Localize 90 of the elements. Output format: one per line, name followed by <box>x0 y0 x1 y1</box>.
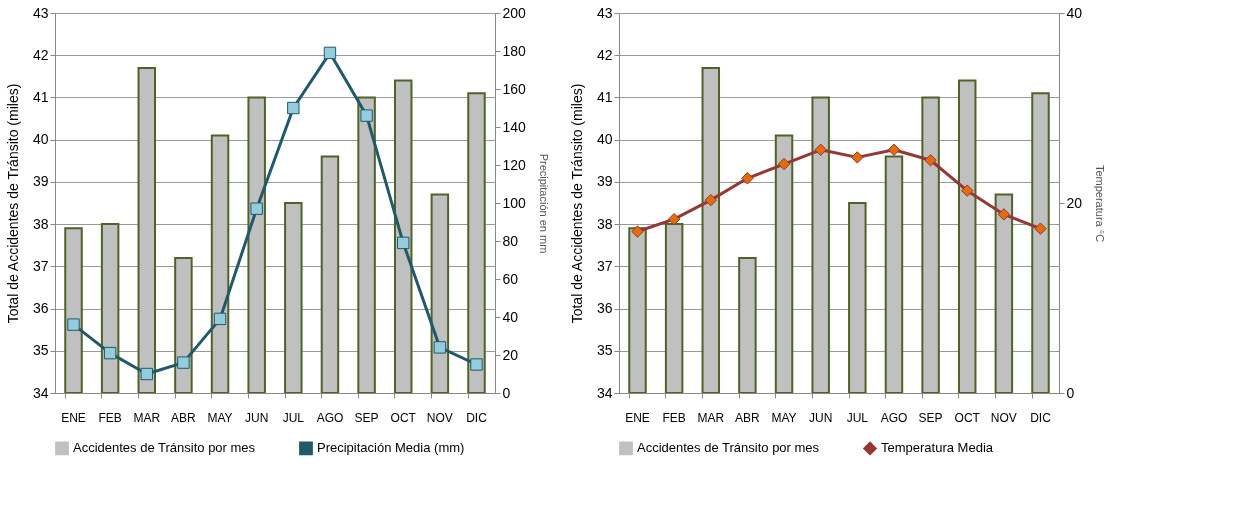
point <box>360 109 373 122</box>
y2-tick-label: 100 <box>502 194 527 211</box>
point <box>287 101 300 115</box>
y2-tick-label: 80 <box>502 232 519 249</box>
x-tick-label: SEP <box>354 410 379 425</box>
y-tick-label: 40 <box>596 131 613 148</box>
y-tick-label: 35 <box>596 342 613 359</box>
x-tick-label: DIC <box>1030 410 1052 425</box>
y2-tick-label: 60 <box>502 270 519 287</box>
y-tick-label: 42 <box>32 46 49 63</box>
y2-tick-label: 40 <box>1066 4 1083 21</box>
x-tick-label: ENE <box>625 410 650 425</box>
y-tick-label: 34 <box>32 384 49 401</box>
x-tick-label: ABR <box>171 410 197 425</box>
x-tick-label: NOV <box>990 410 1017 425</box>
point <box>213 312 227 326</box>
y2-tick-label: 200 <box>502 4 527 21</box>
point <box>397 236 410 250</box>
y-tick-label: 41 <box>32 88 49 105</box>
x-tick-label: AGO <box>316 410 344 425</box>
y-tick-label: 41 <box>596 88 613 105</box>
y-tick-label: 36 <box>32 300 49 317</box>
point <box>997 208 1011 221</box>
legend-label: Accidentes de Tránsito por mes <box>73 440 256 456</box>
point <box>67 318 80 331</box>
point <box>777 157 791 171</box>
y2-axis-title: Precipitación en mm <box>537 153 550 254</box>
x-tick-label: SEP <box>918 410 943 425</box>
x-tick-label: JUN <box>245 410 269 425</box>
x-tick-label: ENE <box>61 410 86 425</box>
point <box>851 151 864 164</box>
x-tick-label: MAR <box>133 410 161 425</box>
y-axis-title: Total de Accidentes de Tránsito (miles) <box>568 83 585 324</box>
x-tick-label: FEB <box>662 410 686 425</box>
x-tick-label: JUL <box>846 410 869 425</box>
y-tick-label: 34 <box>596 384 613 401</box>
y2-tick-label: 120 <box>502 156 527 173</box>
x-tick-label: ABR <box>735 410 761 425</box>
x-tick-label: DIC <box>466 410 488 425</box>
y2-tick-label: 0 <box>502 384 511 401</box>
x-tick-label: MAY <box>771 410 797 425</box>
y-tick-label: 39 <box>596 173 613 190</box>
x-tick-label: OCT <box>954 410 981 425</box>
y-tick-label: 38 <box>32 215 49 232</box>
x-tick-label: JUN <box>809 410 833 425</box>
y2-tick-label: 20 <box>1066 194 1083 211</box>
y-axis-title: Total de Accidentes de Tránsito (miles) <box>4 83 21 324</box>
y2-tick-label: 180 <box>502 42 527 59</box>
x-tick-label: OCT <box>390 410 417 425</box>
y-tick-label: 37 <box>32 257 49 274</box>
y-tick-label: 37 <box>596 257 613 274</box>
point <box>323 46 337 60</box>
point <box>887 143 901 156</box>
x-tick-label: JUL <box>282 410 305 425</box>
y-tick-label: 35 <box>32 342 49 359</box>
point <box>103 346 117 360</box>
y-tick-label: 43 <box>32 4 49 21</box>
point <box>924 154 937 167</box>
y-tick-label: 38 <box>596 215 613 232</box>
point <box>631 225 644 238</box>
y-tick-label: 39 <box>32 173 49 190</box>
point <box>177 356 190 369</box>
y2-tick-label: 0 <box>1066 384 1075 401</box>
point <box>250 202 263 215</box>
legend-label: Temperatura Media <box>881 440 994 456</box>
x-tick-label: MAR <box>697 410 725 425</box>
y-tick-label: 36 <box>596 300 613 317</box>
x-tick-label: NOV <box>426 410 453 425</box>
point <box>814 143 827 156</box>
y2-tick-label: 160 <box>502 80 527 97</box>
x-tick-label: MAY <box>207 410 233 425</box>
legend-label: Accidentes de Tránsito por mes <box>637 440 820 456</box>
point <box>433 341 447 354</box>
legend-label: Precipitación Media (mm) <box>317 440 465 456</box>
y2-axis-title: Temperatura °C <box>1094 164 1107 243</box>
x-tick-label: AGO <box>880 410 908 425</box>
y2-tick-label: 20 <box>502 346 519 363</box>
point <box>961 184 974 197</box>
point <box>1034 222 1047 235</box>
point <box>470 358 483 371</box>
y-tick-label: 43 <box>596 4 613 21</box>
y-tick-label: 40 <box>32 131 49 148</box>
y2-tick-label: 40 <box>502 308 519 325</box>
point <box>140 367 153 381</box>
point <box>667 212 681 226</box>
point <box>741 172 754 185</box>
point <box>704 193 717 207</box>
y2-tick-label: 140 <box>502 118 527 135</box>
x-tick-label: FEB <box>98 410 122 425</box>
y-tick-label: 42 <box>596 46 613 63</box>
